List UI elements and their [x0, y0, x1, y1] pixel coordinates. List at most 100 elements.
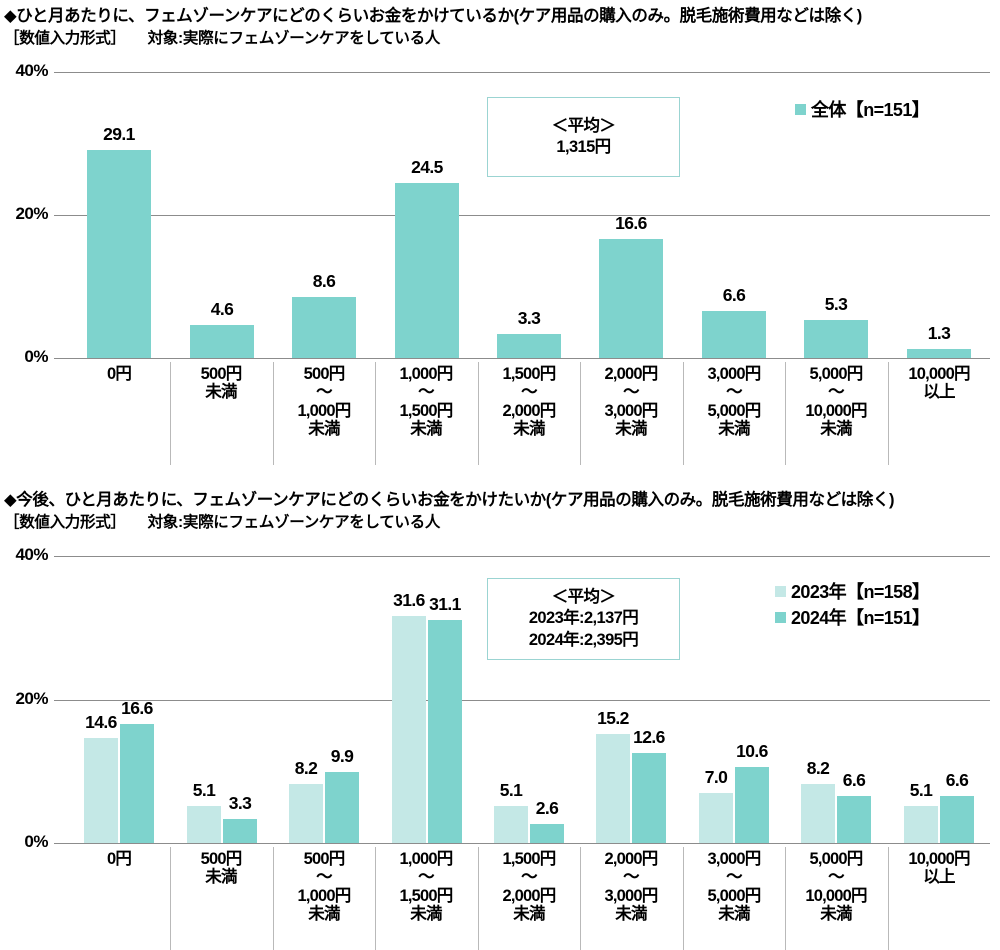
y-axis-tick-mark: [54, 700, 68, 701]
bar-value-label: 3.3: [228, 793, 252, 813]
bar-value-label: 6.6: [842, 770, 866, 790]
x-axis-category-label: 1,000円 ～ 1,500円 未満: [399, 365, 454, 439]
bar-value-label: 5.1: [192, 780, 216, 800]
bar-value-label: 5.1: [909, 780, 933, 800]
x-axis-separator: [375, 847, 376, 950]
bar: [223, 819, 257, 843]
y-axis-tick-mark: [54, 556, 68, 557]
bar: [596, 734, 630, 843]
bar: [804, 320, 868, 358]
x-axis-separator: [888, 847, 889, 950]
legend-label: 2023年【n=158】: [791, 582, 930, 602]
x-axis-separator: [580, 362, 581, 465]
chart1-target-text: 対象:実際にフェムゾーンケアをしている人: [147, 29, 441, 47]
chart2-target-text: 対象:実際にフェムゾーンケアをしている人: [147, 513, 441, 531]
chart2-format-tag: ［数値入力形式］: [4, 513, 126, 531]
legend-label: 全体【n=151】: [811, 100, 930, 120]
average-value-box: ＜平均＞ 1,315円: [487, 97, 680, 177]
bar-value-label: 7.0: [704, 767, 728, 787]
bar: [292, 297, 356, 358]
x-axis-separator: [683, 847, 684, 950]
bar: [699, 793, 733, 843]
chart2-heading-line2: ［数値入力形式］ 対象:実際にフェムゾーンケアをしている人: [4, 513, 894, 532]
bar: [84, 738, 118, 843]
bar-value-label: 10.6: [736, 741, 768, 761]
x-axis-category-label: 2,000円 ～ 3,000円 未満: [604, 365, 659, 439]
bar: [428, 620, 462, 843]
legend-swatch-icon: [775, 611, 786, 623]
chart-legend: 全体【n=151】: [795, 96, 930, 122]
bar-value-label: 8.6: [312, 271, 336, 291]
bar-value-label: 6.6: [945, 770, 969, 790]
chart2-heading-line1: ◆今後、ひと月あたりに、フェムゾーンケアにどのくらいお金をかけたいか(ケア用品の…: [4, 491, 895, 509]
bar: [837, 796, 871, 843]
bar-value-label: 16.6: [615, 213, 647, 233]
y-axis-label: 20%: [15, 688, 48, 708]
bar: [392, 616, 426, 843]
legend-item[interactable]: 2023年【n=158】: [775, 578, 930, 604]
bar: [395, 183, 459, 358]
x-axis-separator: [170, 362, 171, 465]
bar-value-label: 16.6: [121, 698, 153, 718]
gridline-40pct: [68, 556, 990, 557]
bar-value-label: 3.3: [517, 308, 541, 328]
bar-value-label: 15.2: [597, 708, 629, 728]
x-axis-category-label: 1,000円 ～ 1,500円 未満: [399, 850, 454, 924]
x-axis-category-label: 2,000円 ～ 3,000円 未満: [604, 850, 659, 924]
chart2-heading: ◆今後、ひと月あたりに、フェムゾーンケアにどのくらいお金をかけたいか(ケア用品の…: [4, 490, 894, 532]
bar-value-label: 31.6: [393, 590, 425, 610]
chart1-format-tag: ［数値入力形式］: [4, 29, 126, 47]
x-axis-separator: [478, 362, 479, 465]
x-axis-separator: [888, 362, 889, 465]
x-axis-category-label: 1,500円 ～ 2,000円 未満: [502, 365, 557, 439]
bar: [289, 784, 323, 843]
y-axis-label: 40%: [15, 545, 48, 564]
x-axis-category-label: 10,000円 以上: [908, 850, 970, 887]
average-box-value: 1,315円: [556, 138, 611, 156]
x-axis-separator: [375, 362, 376, 465]
y-axis-tick-mark: [54, 358, 68, 359]
bar: [494, 806, 528, 843]
x-axis-category-label: 5,000円 ～ 10,000円 未満: [805, 850, 867, 924]
bar-value-label: 9.9: [330, 746, 354, 766]
chart-legend: 2023年【n=158】 2024年【n=151】: [775, 578, 930, 630]
gridline-20pct: [68, 700, 990, 701]
bar-value-label: 5.1: [499, 780, 523, 800]
y-axis-tick-mark: [54, 72, 68, 73]
bar: [599, 239, 663, 358]
x-axis-category-label: 500円 ～ 1,000円 未満: [297, 850, 352, 924]
bar-value-label: 12.6: [633, 727, 665, 747]
bar: [907, 349, 971, 358]
bar: [940, 796, 974, 843]
y-axis-label: 0%: [24, 347, 48, 366]
x-axis-separator: [478, 847, 479, 950]
average-box-title: ＜平均＞: [551, 588, 616, 607]
bar: [530, 824, 564, 843]
x-axis-separator: [273, 847, 274, 950]
y-axis-label: 40%: [15, 61, 48, 80]
y-axis-tick-mark: [54, 215, 68, 216]
chart1-heading-line1: ◆ひと月あたりに、フェムゾーンケアにどのくらいお金をかけているか(ケア用品の購入…: [4, 7, 862, 25]
bar-value-label: 5.3: [824, 294, 848, 314]
x-axis-separator: [785, 362, 786, 465]
legend-item[interactable]: 2024年【n=151】: [775, 604, 930, 630]
x-axis-separator: [785, 847, 786, 950]
x-axis-category-label: 0円: [106, 850, 132, 868]
legend-item[interactable]: 全体【n=151】: [795, 96, 930, 122]
bar: [497, 334, 561, 358]
average-value-box: ＜平均＞ 2023年:2,137円 2024年:2,395円: [487, 578, 680, 660]
bar-value-label: 14.6: [85, 712, 117, 732]
x-axis-category-label: 10,000円 以上: [908, 365, 970, 402]
average-box-value: 2023年:2,137円: [528, 609, 639, 628]
legend-label: 2024年【n=151】: [791, 608, 930, 628]
x-axis-category-label: 0円: [106, 365, 132, 383]
bar: [904, 806, 938, 843]
x-axis-category-label: 3,000円 ～ 5,000円 未満: [707, 850, 762, 924]
bar: [632, 753, 666, 843]
bar: [187, 806, 221, 843]
x-axis-baseline: [68, 843, 990, 844]
x-axis-separator: [683, 362, 684, 465]
bar-value-label: 8.2: [294, 758, 318, 778]
